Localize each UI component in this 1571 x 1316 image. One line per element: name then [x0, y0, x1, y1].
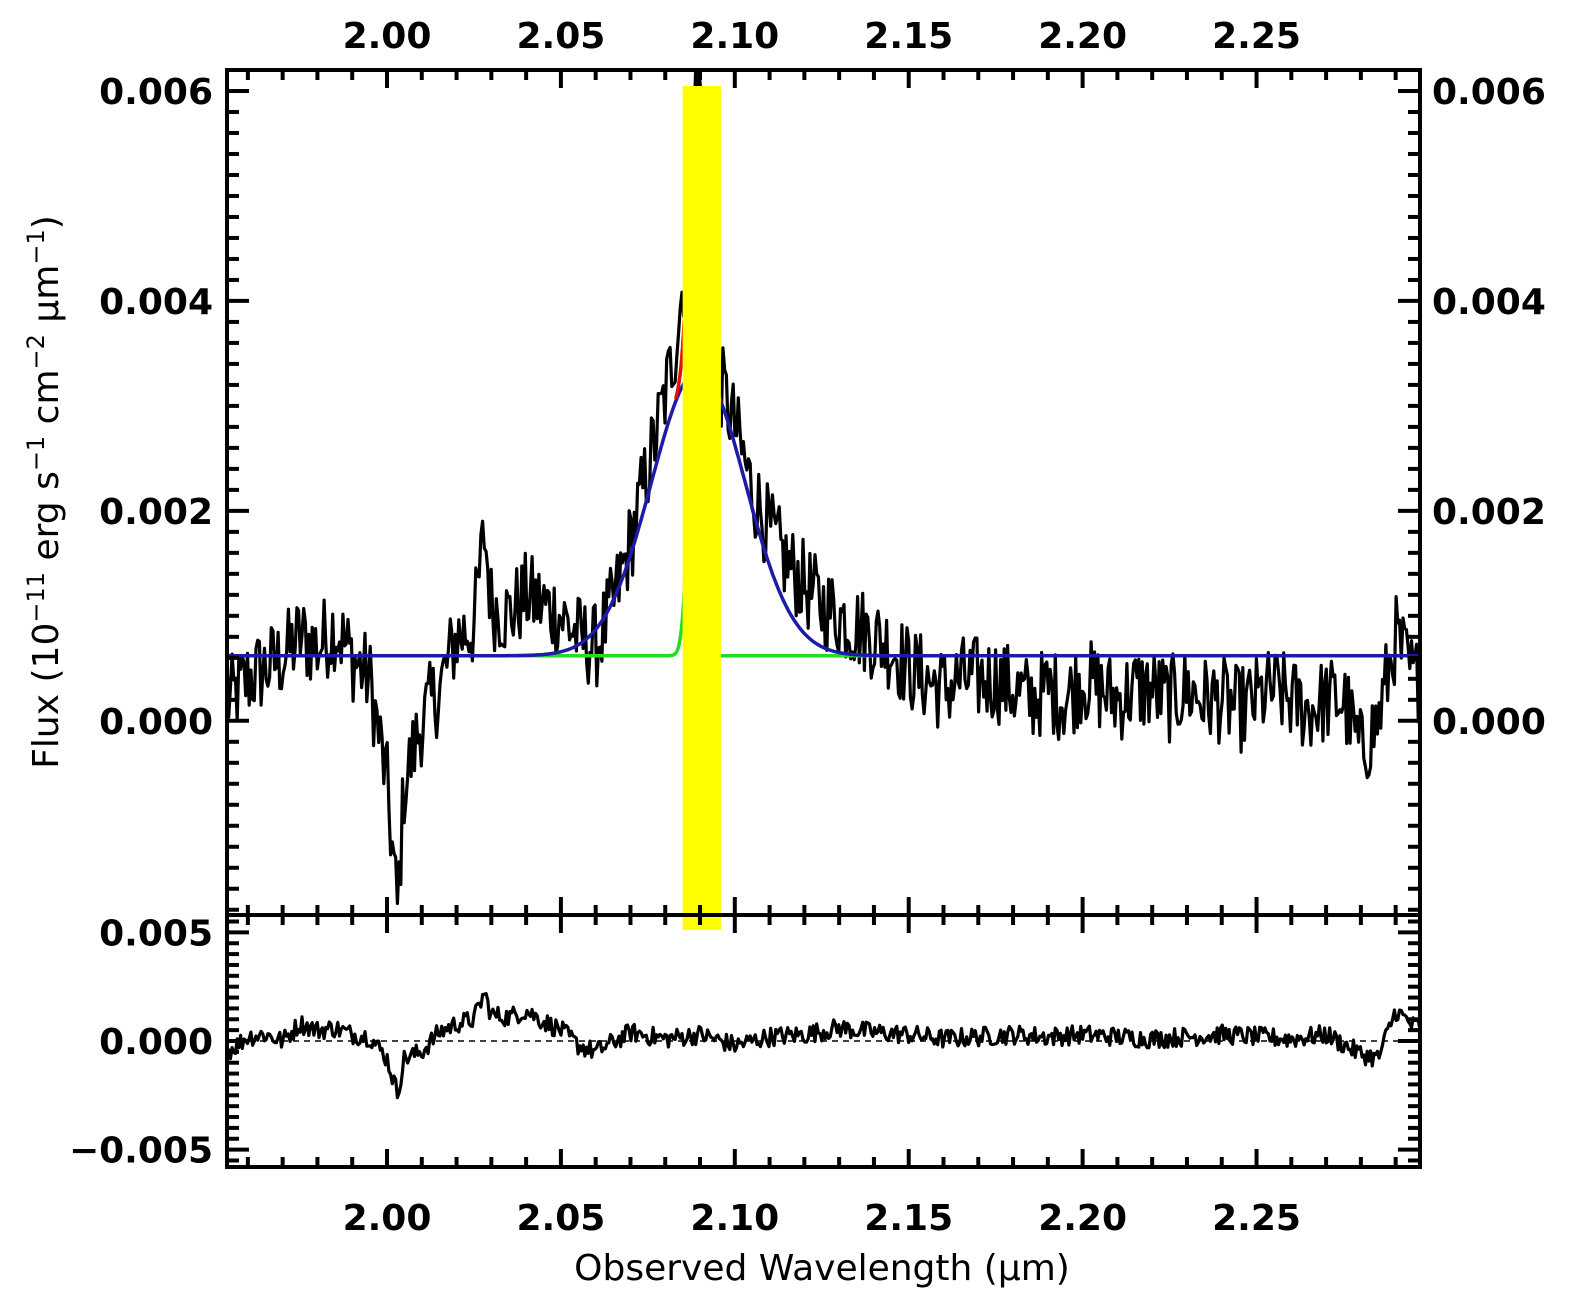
axis-title-part: Flux (10 [26, 623, 67, 769]
y-tick-label-right: 0.004 [1432, 282, 1546, 323]
x-tick-label: 2.15 [864, 1198, 953, 1239]
x-tick-label-top: 2.05 [516, 16, 605, 57]
y-tick-label: −0.005 [69, 1131, 213, 1172]
axis-title-part: μm [26, 265, 67, 334]
y-tick-label: 0.002 [99, 492, 213, 533]
axis-title-part: erg s [26, 471, 67, 572]
y-tick-label: 0.000 [99, 702, 213, 743]
plot-area [227, 991, 1420, 1100]
y-tick-label-right: 0.006 [1432, 72, 1546, 113]
x-tick-label-top: 2.25 [1212, 16, 1301, 57]
y-tick-label: 0.000 [99, 1022, 213, 1063]
axis-title-part: −1 [22, 436, 50, 471]
y-tick-label: 0.004 [99, 282, 213, 323]
broad-component-line [227, 368, 1420, 658]
y-tick-label: 0.006 [99, 72, 213, 113]
x-tick-label-top: 2.20 [1038, 16, 1127, 57]
axis-ticks [227, 70, 1420, 915]
x-tick-label: 2.10 [690, 1198, 779, 1239]
observed-spectrum-line [227, 70, 1420, 906]
plot-area [227, 70, 1420, 906]
y-tick-label: 0.005 [99, 913, 213, 954]
y-axis-title: Flux (10−11 erg s−1 cm−2 μm−1) [22, 215, 67, 769]
tick-labels: 0.000 0.000 0.002 0.002 0.004 0.004 0.006 0.006… [99, 16, 1546, 743]
x-tick-label-top: 2.10 [690, 16, 779, 57]
y-tick-label-right: 0.000 [1432, 702, 1546, 743]
axis-title-part: μ [998, 1248, 1021, 1289]
axis-title-part: −2 [22, 334, 50, 369]
x-tick-label: 2.05 [516, 1198, 605, 1239]
axis-title-part: cm [26, 369, 67, 435]
spectrum-lines [227, 70, 1420, 906]
axis-ticks [227, 915, 1420, 1167]
x-axis-title: Observed Wavelength (μm) [574, 1248, 1070, 1289]
y-tick-label-right: 0.002 [1432, 492, 1546, 533]
residual-line [227, 991, 1420, 1100]
axis-title-part: m) [1021, 1248, 1070, 1289]
axis-title-part: −11 [22, 572, 50, 623]
tick-labels: −0.005 0.000 0.005 2.00 2.05 2.10 2.15 2.20 2.25 [69, 913, 1301, 1239]
x-tick-label: 2.25 [1212, 1198, 1301, 1239]
x-tick-label: 2.20 [1038, 1198, 1127, 1239]
highlight-band [682, 86, 721, 930]
residual-panel: −0.005 0.000 0.005 2.00 2.05 2.10 2.15 2.20 2.25 [69, 913, 1422, 1239]
axis-title-part: Observed Wavelength ( [574, 1248, 998, 1289]
axis-title-part: −1 [22, 229, 50, 264]
x-tick-label-top: 2.15 [864, 16, 953, 57]
x-tick-label-top: 2.00 [343, 16, 432, 57]
x-tick-label: 2.00 [343, 1198, 432, 1239]
axis-title-part: ) [26, 215, 67, 229]
